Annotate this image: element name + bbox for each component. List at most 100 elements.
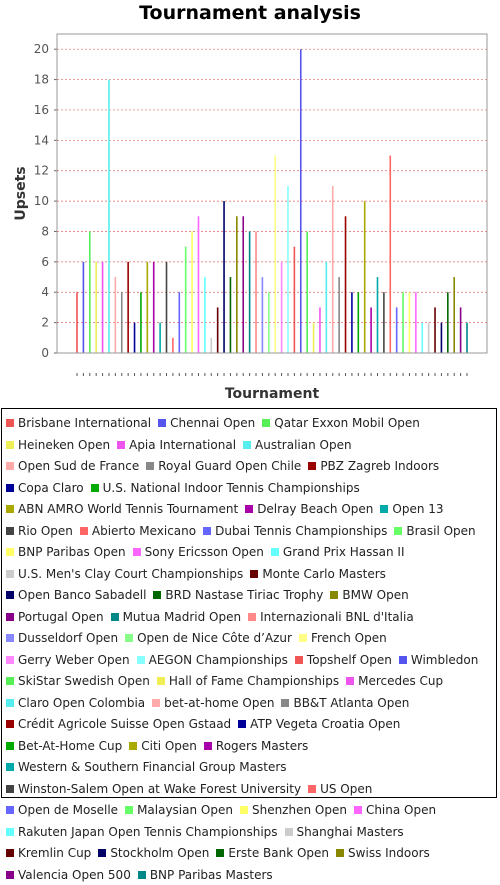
legend-label: SkiStar Swedish Open [18, 674, 150, 688]
legend-label: Crédit Agricole Suisse Open Gstaad [18, 717, 231, 731]
legend-item: Swiss Indoors [336, 843, 430, 864]
bar [294, 247, 296, 353]
legend-swatch [248, 613, 256, 621]
legend-item: Mercedes Cup [346, 671, 443, 692]
bar [358, 292, 360, 353]
legend-item: Shanghai Masters [285, 822, 404, 843]
bar [364, 201, 366, 353]
bar [319, 307, 321, 353]
bar [159, 323, 161, 353]
legend-label: Mutua Madrid Open [123, 610, 242, 624]
legend-swatch [250, 570, 258, 578]
legend-swatch [6, 484, 14, 492]
legend-label: Brisbane International [18, 416, 151, 430]
legend-swatch [6, 591, 14, 599]
bar [409, 292, 411, 353]
bar [441, 323, 443, 353]
y-tick-label: 18 [34, 73, 49, 87]
legend-label: BB&T Atlanta Open [293, 696, 409, 710]
legend-swatch [6, 677, 14, 685]
bar [447, 292, 449, 353]
legend-swatch [6, 871, 14, 879]
bar [377, 277, 379, 353]
legend-swatch [281, 699, 289, 707]
bar [217, 307, 219, 353]
legend-label: Swiss Indoors [348, 846, 430, 860]
legend-item: Claro Open Colombia [6, 693, 145, 714]
legend-swatch [6, 699, 14, 707]
bar [140, 292, 142, 353]
legend-label: U.S. Men's Clay Court Championships [18, 567, 243, 581]
legend-swatch [152, 699, 160, 707]
bar [249, 231, 251, 353]
legend-swatch [6, 441, 14, 449]
legend-item: BMW Open [330, 585, 408, 606]
bar [370, 307, 372, 353]
bar [402, 292, 404, 353]
legend-label: ABN AMRO World Tennis Tournament [18, 502, 238, 516]
x-axis-label: Tournament [225, 386, 320, 402]
legend-label: Shenzhen Open [252, 803, 347, 817]
legend-item: Apia International [117, 435, 236, 456]
legend-swatch [6, 742, 14, 750]
legend-item: Heineken Open [6, 435, 110, 456]
y-tick-label: 6 [41, 255, 49, 269]
legend-item: Erste Bank Open [216, 843, 329, 864]
legend-label: Internazionali BNL d'Italia [260, 610, 414, 624]
bar [466, 323, 468, 353]
legend-item: Open de Moselle [6, 800, 118, 821]
bar [306, 231, 308, 353]
legend-swatch [125, 634, 133, 642]
legend-item: BNP Paribas Open [6, 542, 126, 563]
legend-item: Rogers Masters [204, 736, 308, 757]
legend-item: Western & Southern Financial Group Maste… [6, 757, 287, 778]
legend-label: PBZ Zagreb Indoors [320, 459, 439, 473]
bar [83, 262, 85, 353]
legend-label: Western & Southern Financial Group Maste… [18, 760, 287, 774]
bar [230, 277, 232, 353]
bar [345, 216, 347, 353]
legend-label: BRD Nastase Tiriac Trophy [165, 588, 323, 602]
legend-swatch [346, 677, 354, 685]
bar [415, 292, 417, 353]
bar [434, 307, 436, 353]
bar [191, 231, 193, 353]
bar [95, 262, 97, 353]
legend-label: Royal Guard Open Chile [158, 459, 301, 473]
legend-swatch [238, 720, 246, 728]
legend-label: U.S. National Indoor Tennis Championship… [103, 481, 360, 495]
legend-item: Royal Guard Open Chile [146, 456, 301, 477]
legend-item: Crédit Agricole Suisse Open Gstaad [6, 714, 231, 735]
legend-swatch [157, 677, 165, 685]
legend-item: Abierto Mexicano [80, 521, 196, 542]
bar [453, 277, 455, 353]
bar [421, 323, 423, 353]
bar [115, 277, 117, 353]
legend-swatch [111, 613, 119, 621]
legend-label: Shanghai Masters [297, 825, 404, 839]
legend-item: AEGON Championships [137, 650, 288, 671]
legend-swatch [308, 462, 316, 470]
bar [326, 262, 328, 353]
legend-swatch [203, 527, 211, 535]
bar [281, 262, 283, 353]
legend-label: Delray Beach Open [257, 502, 373, 516]
legend-label: Hall of Fame Championships [169, 674, 339, 688]
legend-swatch [6, 656, 14, 664]
legend-item: Dubai Tennis Championships [203, 521, 387, 542]
legend-swatch [204, 742, 212, 750]
legend-item: BB&T Atlanta Open [281, 693, 409, 714]
legend-item: Dusseldorf Open [6, 628, 118, 649]
bar [428, 323, 430, 353]
legend-label: Chennai Open [170, 416, 255, 430]
legend-swatch [6, 613, 14, 621]
legend-swatch [80, 527, 88, 535]
legend-item: Grand Prix Hassan II [271, 542, 405, 563]
bar [255, 231, 257, 353]
legend-label: Sony Ericsson Open [145, 545, 264, 559]
legend-label: ATP Vegeta Croatia Open [250, 717, 400, 731]
legend-label: Erste Bank Open [228, 846, 329, 860]
y-tick-label: 2 [41, 316, 49, 330]
legend-swatch [138, 871, 146, 879]
